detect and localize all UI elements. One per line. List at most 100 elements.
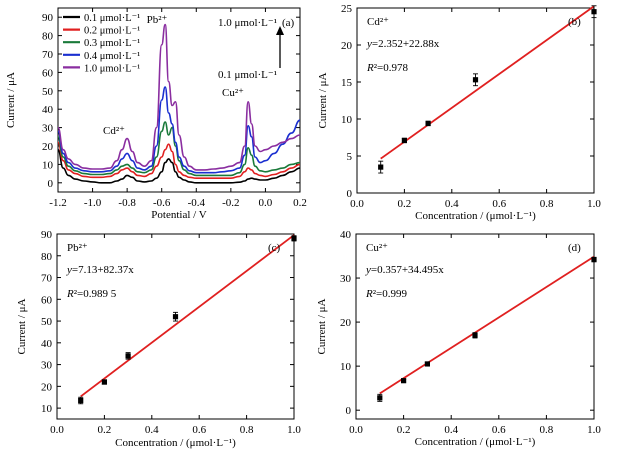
ion-label: Cu²⁺	[366, 242, 388, 254]
panel-label: (b)	[568, 16, 581, 28]
legend-label: 0.4 μmol·L⁻¹	[84, 51, 140, 62]
y-tick-label: 10	[41, 403, 53, 415]
x-tick-label: 0.8	[540, 198, 554, 210]
y-axis-label: Current / μA	[317, 72, 329, 128]
y-tick-label: 70	[41, 273, 53, 285]
regression-equation: y=0.357+34.495x	[365, 264, 444, 276]
series-line-4	[58, 86, 300, 174]
y-tick-label: 0	[346, 405, 352, 417]
data-point	[472, 332, 478, 338]
y-tick-label: 10	[340, 361, 352, 373]
x-tick-label: -1.0	[84, 197, 102, 209]
y-tick-label: 5	[347, 151, 353, 163]
data-point	[591, 9, 597, 15]
data-point	[425, 120, 431, 127]
data-point	[424, 361, 430, 367]
legend-label: 0.1 μmol·L⁻¹	[84, 13, 140, 24]
legend-label: 0.3 μmol·L⁻¹	[84, 38, 140, 49]
plot-frame	[57, 7, 301, 193]
x-axis-label: Potential / V	[151, 209, 206, 221]
x-tick-label: -0.8	[118, 197, 136, 209]
y-tick-label: 0	[48, 178, 54, 190]
x-tick-label: -0.6	[153, 197, 171, 209]
data-point	[291, 235, 297, 241]
x-tick-label: 0.4	[444, 424, 458, 436]
y-tick-label: 20	[340, 317, 352, 329]
x-tick-label: 0.0	[350, 198, 364, 210]
y-tick-label: 40	[340, 229, 352, 241]
fit-line	[379, 255, 595, 395]
y-tick-label: 10	[42, 159, 54, 171]
panel-label: (d)	[568, 242, 581, 254]
x-tick-label: 0.8	[240, 424, 254, 436]
series-line-2	[58, 141, 300, 179]
x-axis-label: Concentration / (μmol·L⁻¹)	[415, 210, 536, 222]
x-tick-label: 0.0	[50, 424, 64, 436]
data-point	[378, 164, 384, 170]
panel-label: (c)	[268, 242, 281, 254]
y-tick-label: 50	[42, 86, 54, 98]
y-tick-label: 30	[340, 273, 352, 285]
x-tick-label: 0.4	[445, 198, 459, 210]
x-tick-label: 0.4	[145, 424, 159, 436]
fit-line	[380, 5, 595, 160]
series-line-1	[58, 148, 300, 184]
panel-b: 0.0 0.2 0.4 0.6 0.8 1.0 0 5 10 15 20 25 Concentratio…	[317, 3, 601, 222]
data-point	[401, 378, 407, 384]
y-tick-label: 60	[41, 294, 53, 306]
regression-equation: y=7.13+82.37x	[66, 264, 134, 276]
data-point	[125, 353, 131, 359]
x-tick-label: 0.6	[492, 198, 506, 210]
x-axis-label: Concentration / (μmol·L⁻¹)	[415, 436, 536, 448]
x-tick-label: 1.0	[287, 424, 301, 436]
data-point	[101, 379, 107, 385]
concentration-top-label: 1.0 μmol·L⁻¹	[218, 17, 277, 29]
legend-label: 1.0 μmol·L⁻¹	[84, 63, 140, 74]
x-tick-label: 0.2	[98, 424, 112, 436]
data-point	[377, 395, 383, 401]
x-tick-label: 0.8	[540, 424, 554, 436]
data-point	[401, 137, 407, 144]
y-tick-label: 20	[41, 381, 53, 393]
y-tick-label: 0	[347, 188, 353, 200]
y-tick-label: 70	[42, 49, 54, 61]
panel-a: -1.2 -1.0 -0.8 -0.6 -0.4 -0.2 0.0 0.2 0 10 20 30 40 5…	[5, 7, 307, 221]
x-tick-label: -1.2	[49, 197, 66, 209]
y-tick-label: 15	[341, 77, 353, 89]
r-squared-label: R²=0.989 5	[66, 288, 117, 300]
y-tick-label: 10	[341, 114, 353, 126]
y-tick-label: 40	[42, 104, 54, 116]
r-squared-label: R²=0.999	[365, 288, 407, 300]
x-tick-label: 0.0	[349, 424, 363, 436]
data-point	[78, 397, 84, 404]
regression-equation: y=2.352+22.88x	[366, 38, 440, 50]
y-tick-label: 20	[42, 141, 54, 153]
concentration-bottom-label: 0.1 μmol·L⁻¹	[218, 69, 277, 81]
x-tick-label: 0.0	[259, 197, 273, 209]
y-tick-label: 90	[42, 12, 54, 24]
panel-c: 0.0 0.2 0.4 0.6 0.8 1.0 10 20 30 40 50 60 70 80 90 Conc…	[16, 229, 301, 449]
arrow-head	[276, 26, 284, 35]
x-tick-label: 0.6	[492, 424, 506, 436]
series-line-5	[58, 23, 300, 171]
x-tick-label: 1.0	[587, 424, 601, 436]
plot-frame	[356, 7, 595, 194]
y-tick-label: 80	[41, 251, 53, 263]
y-tick-label: 50	[41, 316, 53, 328]
y-axis-label: Current / μA	[316, 298, 328, 354]
plot-frame	[56, 233, 295, 420]
series-line-3	[58, 121, 300, 177]
ion-label: Pb²⁺	[67, 242, 88, 254]
y-tick-label: 30	[42, 123, 54, 135]
y-axis-label: Current / μA	[5, 72, 17, 128]
legend-label: 0.2 μmol·L⁻¹	[84, 26, 140, 37]
x-tick-label: -0.2	[222, 197, 239, 209]
x-tick-label: 0.6	[192, 424, 206, 436]
y-tick-label: 60	[42, 67, 54, 79]
x-axis-label: Concentration / (μmol·L⁻¹)	[115, 437, 236, 449]
y-tick-label: 25	[341, 3, 353, 15]
y-tick-label: 20	[341, 40, 353, 52]
x-tick-label: -0.4	[188, 197, 206, 209]
y-axis-label: Current / μA	[16, 298, 28, 354]
